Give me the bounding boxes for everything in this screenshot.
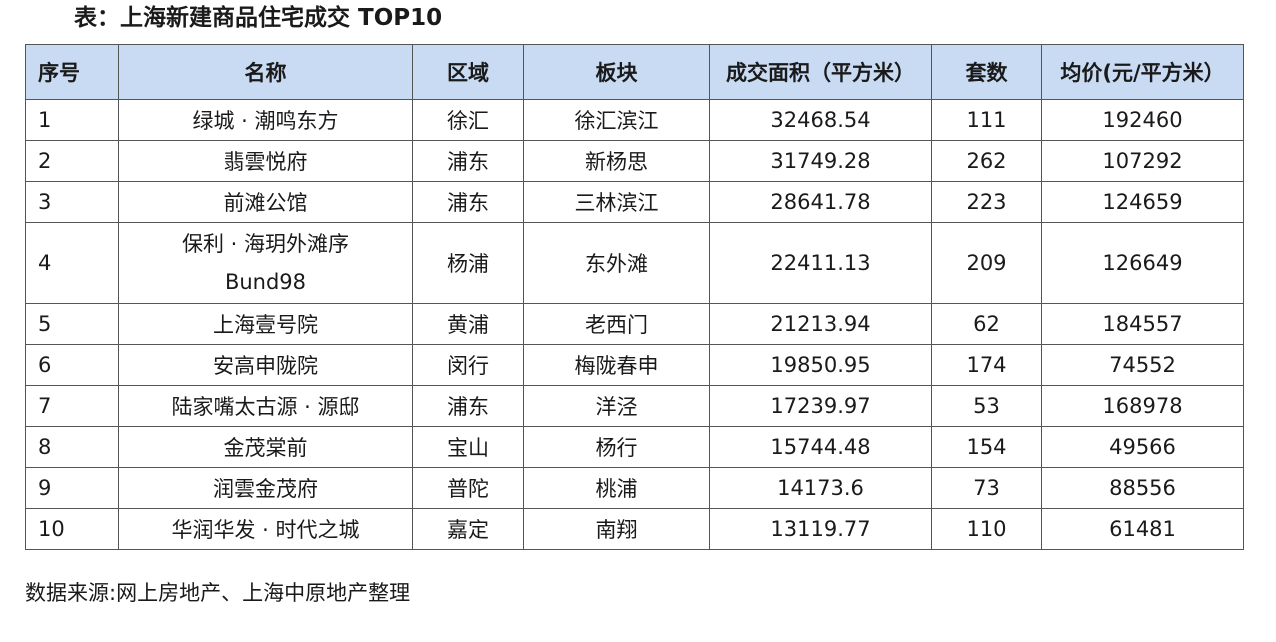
cell-district: 浦东 [412, 385, 524, 427]
cell-units: 154 [931, 426, 1042, 468]
cell-rank: 9 [25, 467, 119, 509]
cell-rank: 3 [25, 181, 119, 223]
cell-units: 262 [931, 140, 1042, 182]
header-name: 名称 [118, 44, 413, 100]
table-row: 7 陆家嘴太古源 · 源邸 浦东 洋泾 17239.97 53 168978 [25, 385, 1244, 427]
cell-name: 金茂棠前 [118, 426, 413, 468]
cell-name: 陆家嘴太古源 · 源邸 [118, 385, 413, 427]
table-row: 8 金茂棠前 宝山 杨行 15744.48 154 49566 [25, 426, 1244, 468]
cell-district: 闵行 [412, 344, 524, 386]
cell-units: 73 [931, 467, 1042, 509]
cell-units: 53 [931, 385, 1042, 427]
table-row: 9 润雲金茂府 普陀 桃浦 14173.6 73 88556 [25, 467, 1244, 509]
cell-price: 124659 [1041, 181, 1244, 223]
name-line-2: Bund98 [224, 270, 307, 294]
cell-block: 洋泾 [523, 385, 710, 427]
cell-rank: 6 [25, 344, 119, 386]
cell-area: 19850.95 [709, 344, 932, 386]
cell-rank: 4 [25, 222, 119, 304]
header-row: 序号 名称 区域 板块 成交面积（平方米） 套数 均价(元/平方米） [25, 44, 1244, 100]
table-row: 10 华润华发 · 时代之城 嘉定 南翔 13119.77 110 61481 [25, 508, 1244, 550]
cell-block: 老西门 [523, 303, 710, 345]
cell-area: 15744.48 [709, 426, 932, 468]
table-row: 5 上海壹号院 黄浦 老西门 21213.94 62 184557 [25, 303, 1244, 345]
cell-block: 新杨思 [523, 140, 710, 182]
table-row: 4 保利 · 海玥外滩序 Bund98 杨浦 东外滩 22411.13 209 … [25, 222, 1244, 304]
cell-block: 三林滨江 [523, 181, 710, 223]
header-district: 区域 [412, 44, 524, 100]
cell-name: 上海壹号院 [118, 303, 413, 345]
cell-district: 宝山 [412, 426, 524, 468]
cell-area: 32468.54 [709, 99, 932, 141]
cell-district: 普陀 [412, 467, 524, 509]
name-two-line: 保利 · 海玥外滩序 Bund98 [120, 225, 412, 301]
cell-price: 107292 [1041, 140, 1244, 182]
cell-price: 184557 [1041, 303, 1244, 345]
cell-units: 174 [931, 344, 1042, 386]
cell-area: 28641.78 [709, 181, 932, 223]
cell-area: 13119.77 [709, 508, 932, 550]
cell-area: 22411.13 [709, 222, 932, 304]
cell-rank: 7 [25, 385, 119, 427]
header-area: 成交面积（平方米） [709, 44, 932, 100]
cell-price: 49566 [1041, 426, 1244, 468]
cell-block: 南翔 [523, 508, 710, 550]
cell-price: 88556 [1041, 467, 1244, 509]
cell-area: 17239.97 [709, 385, 932, 427]
table-title: 表：上海新建商品住宅成交 TOP10 [74, 5, 443, 31]
cell-district: 徐汇 [412, 99, 524, 141]
header-block: 板块 [523, 44, 710, 100]
transaction-table: 序号 名称 区域 板块 成交面积（平方米） 套数 均价(元/平方米） 1 绿城 … [25, 44, 1244, 550]
cell-area: 21213.94 [709, 303, 932, 345]
cell-name: 润雲金茂府 [118, 467, 413, 509]
cell-name: 保利 · 海玥外滩序 Bund98 [118, 222, 413, 304]
cell-units: 223 [931, 181, 1042, 223]
cell-block: 徐汇滨江 [523, 99, 710, 141]
cell-rank: 2 [25, 140, 119, 182]
table-row: 2 翡雲悦府 浦东 新杨思 31749.28 262 107292 [25, 140, 1244, 182]
name-line-1: 保利 · 海玥外滩序 [181, 232, 350, 256]
cell-block: 桃浦 [523, 467, 710, 509]
cell-district: 黄浦 [412, 303, 524, 345]
cell-units: 111 [931, 99, 1042, 141]
cell-rank: 5 [25, 303, 119, 345]
cell-units: 110 [931, 508, 1042, 550]
cell-area: 14173.6 [709, 467, 932, 509]
cell-rank: 1 [25, 99, 119, 141]
table-row: 3 前滩公馆 浦东 三林滨江 28641.78 223 124659 [25, 181, 1244, 223]
header-units: 套数 [931, 44, 1042, 100]
cell-name: 翡雲悦府 [118, 140, 413, 182]
cell-price: 168978 [1041, 385, 1244, 427]
cell-units: 209 [931, 222, 1042, 304]
cell-district: 浦东 [412, 181, 524, 223]
cell-price: 61481 [1041, 508, 1244, 550]
table-row: 6 安高申陇院 闵行 梅陇春申 19850.95 174 74552 [25, 344, 1244, 386]
cell-price: 192460 [1041, 99, 1244, 141]
cell-district: 杨浦 [412, 222, 524, 304]
cell-units: 62 [931, 303, 1042, 345]
header-price: 均价(元/平方米） [1041, 44, 1244, 100]
cell-name: 绿城 · 潮鸣东方 [118, 99, 413, 141]
cell-price: 126649 [1041, 222, 1244, 304]
cell-block: 梅陇春申 [523, 344, 710, 386]
cell-name: 安高申陇院 [118, 344, 413, 386]
cell-rank: 10 [25, 508, 119, 550]
cell-name: 前滩公馆 [118, 181, 413, 223]
cell-rank: 8 [25, 426, 119, 468]
header-rank: 序号 [25, 44, 119, 100]
cell-price: 74552 [1041, 344, 1244, 386]
cell-block: 东外滩 [523, 222, 710, 304]
cell-area: 31749.28 [709, 140, 932, 182]
cell-district: 浦东 [412, 140, 524, 182]
cell-district: 嘉定 [412, 508, 524, 550]
cell-name: 华润华发 · 时代之城 [118, 508, 413, 550]
source-note: 数据来源:网上房地产、上海中原地产整理 [25, 581, 411, 605]
table-row: 1 绿城 · 潮鸣东方 徐汇 徐汇滨江 32468.54 111 192460 [25, 99, 1244, 141]
cell-block: 杨行 [523, 426, 710, 468]
